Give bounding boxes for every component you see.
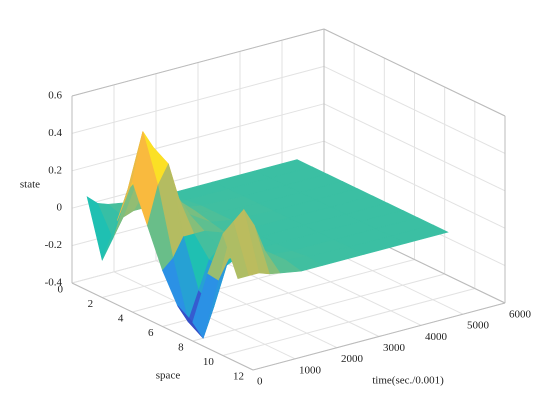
grid-line [71, 140, 325, 209]
x-tick-label: 0 [257, 376, 263, 388]
grid-line [323, 140, 506, 229]
axis-box [71, 282, 254, 371]
z-tick-label: 0.6 [48, 90, 62, 102]
x-tick-label: 3000 [383, 342, 406, 354]
x-tick-label: 2000 [341, 353, 364, 365]
surface-patch [222, 221, 249, 279]
x-tick-label: 1000 [299, 364, 322, 376]
z-tick-label: -0.2 [45, 239, 62, 251]
z-tick-label: -0.4 [45, 277, 63, 289]
y-tick-label: 0 [58, 284, 64, 296]
z-axis-label: state [20, 179, 40, 191]
x-tick-label: 4000 [425, 331, 448, 343]
grid-line [222, 288, 475, 356]
axis-box [252, 302, 506, 371]
y-tick-label: 6 [148, 327, 154, 339]
y-tick-label: 2 [88, 298, 94, 310]
x-axis-label: time(sec./0.001) [372, 375, 444, 387]
x-tick-label: 5000 [467, 320, 490, 332]
axis-box [71, 28, 325, 97]
y-tick-label: 10 [203, 356, 215, 368]
z-tick-label: 0.4 [48, 127, 62, 139]
z-tick-label: 0 [57, 202, 63, 214]
grid-line [323, 103, 506, 192]
axis-box [323, 28, 506, 117]
x-tick-label: 6000 [509, 309, 532, 321]
y-tick-label: 4 [118, 313, 124, 325]
y-tick-label: 8 [178, 342, 184, 354]
grid-line [71, 103, 325, 172]
grid-line [192, 273, 445, 342]
grid-line [71, 65, 325, 134]
y-axis-label: space [156, 370, 181, 382]
z-tick-label: 0.2 [48, 164, 62, 176]
y-tick-label: 12 [233, 371, 244, 383]
grid-line [323, 65, 506, 154]
